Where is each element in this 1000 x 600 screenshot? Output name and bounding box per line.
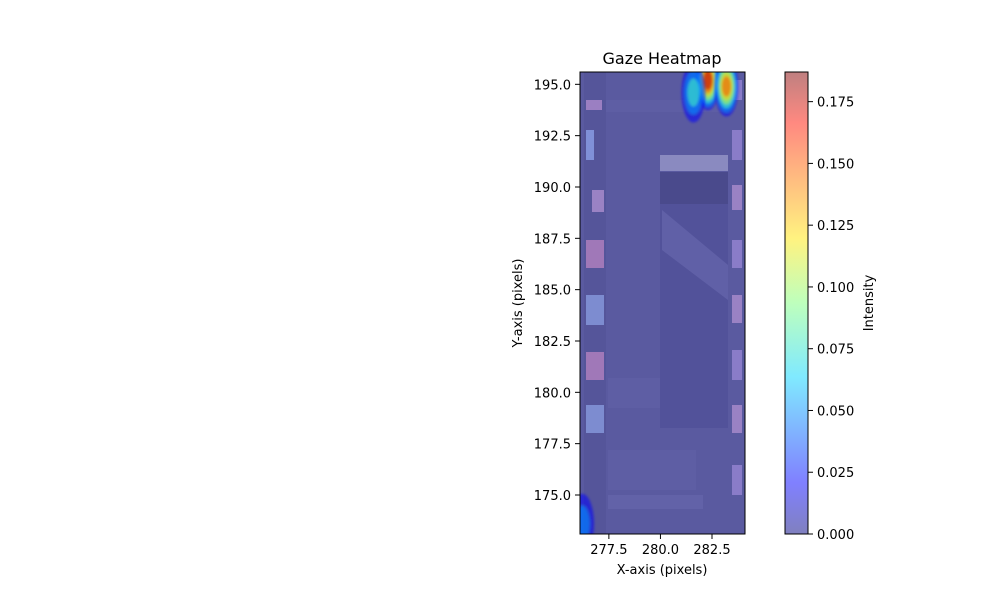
y-axis-ticks: 175.0 177.5 180.0 182.5 185.0 187.5 190.0 192.5… [534, 78, 580, 504]
y-tick-label: 180.0 [534, 386, 571, 401]
x-axis-label: X-axis (pixels) [617, 563, 708, 578]
y-tick-label: 177.5 [534, 438, 571, 453]
plot-frame [579, 71, 746, 535]
x-tick-label: 277.5 [590, 543, 627, 558]
colorbar: 0.000 0.025 0.050 0.075 0.100 0.125 0.150 0.175… [784, 71, 877, 543]
y-tick-label: 185.0 [534, 284, 571, 299]
y-tick-label: 190.0 [534, 181, 571, 196]
y-tick-label: 182.5 [534, 335, 571, 350]
hotspot [681, 72, 706, 123]
screenshot-underlay [584, 72, 742, 534]
colorbar-frame [784, 71, 809, 535]
colorbar-tick-label: 0.175 [817, 96, 854, 111]
colorbar-ticks: 0.000 0.025 0.050 0.075 0.100 0.125 0.150 0.175 [808, 96, 854, 543]
colorbar-tick-label: 0.025 [817, 466, 854, 481]
x-tick-label: 280.0 [642, 543, 679, 558]
colorbar-tick-label: 0.000 [817, 528, 854, 543]
colorbar-tick-label: 0.100 [817, 281, 854, 296]
y-axis-label: Y-axis (pixels) [511, 259, 526, 349]
y-tick-label: 187.5 [534, 232, 571, 247]
x-tick-label: 282.5 [693, 543, 730, 558]
hotspot-layer [580, 72, 739, 534]
chart-title: Gaze Heatmap [602, 49, 721, 68]
x-axis-ticks: 277.5 280.0 282.5 [590, 534, 731, 558]
colorbar-gradient [785, 72, 808, 534]
hotspot [714, 72, 739, 117]
colorbar-tick-label: 0.125 [817, 219, 854, 234]
colorbar-tick-label: 0.150 [817, 157, 854, 172]
colorbar-tick-label: 0.075 [817, 343, 854, 358]
plot-area [579, 71, 746, 535]
colorbar-tick-label: 0.050 [817, 404, 854, 419]
y-tick-label: 192.5 [534, 130, 571, 145]
y-tick-label: 195.0 [534, 78, 571, 93]
hotspot [580, 493, 595, 534]
colorbar-label: Intensity [862, 274, 877, 331]
y-tick-label: 175.0 [534, 489, 571, 504]
